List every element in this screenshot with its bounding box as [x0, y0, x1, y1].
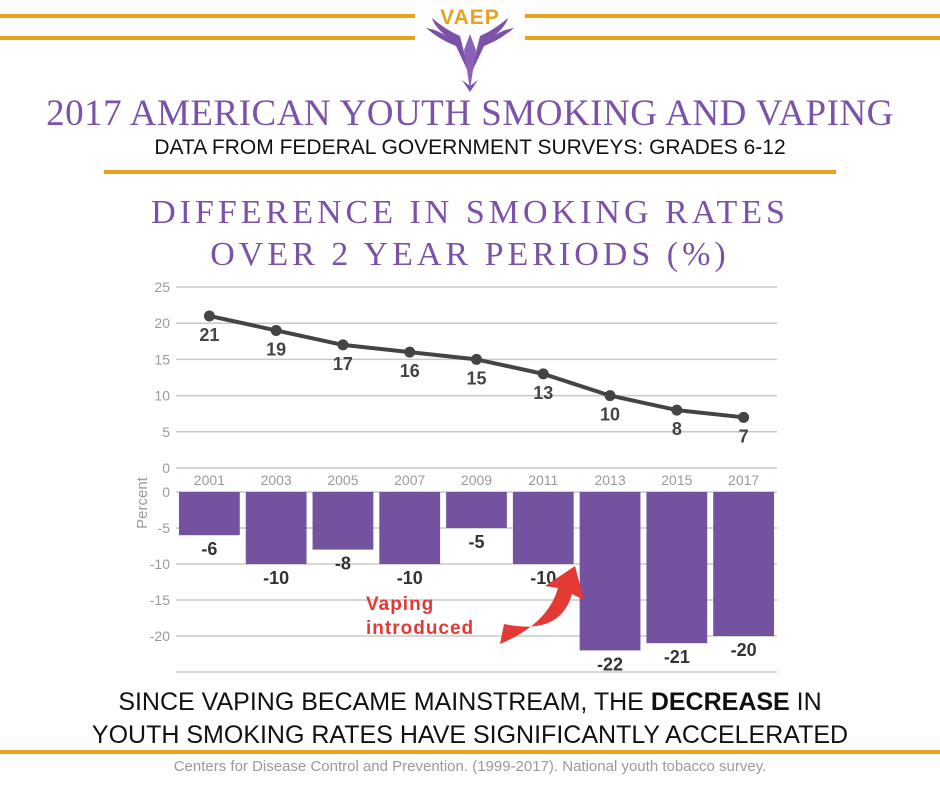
- bar-label-2003: -10: [263, 568, 289, 588]
- line-label-2003: 19: [266, 339, 286, 359]
- conclusion-emphasis: DECREASE: [650, 688, 790, 716]
- xtick-2009: 2009: [461, 472, 492, 488]
- bar-2001: [179, 492, 240, 536]
- bar-2005: [312, 492, 374, 550]
- line-point-2001: [203, 310, 215, 322]
- smoking-rate-chart: 0 5 10 15 20 25 0 -5 -10 -15 -20 Percent 2001 2003 200…: [134, 279, 777, 674]
- xtick-2005: 2005: [327, 472, 358, 488]
- bar-label-2007: -10: [397, 568, 423, 588]
- xtick-2013: 2013: [594, 472, 625, 488]
- xtick-2001: 2001: [194, 472, 225, 488]
- bar-label-2009: -5: [468, 532, 484, 552]
- xtick-2007: 2007: [394, 472, 425, 488]
- xtick-2017: 2017: [728, 472, 759, 488]
- bar-2015: [646, 492, 708, 644]
- bar-ytick--10: -10: [150, 556, 170, 572]
- page-subtitle: DATA FROM FEDERAL GOVERNMENT SURVEYS: GR…: [154, 136, 786, 159]
- line-point-2013: [604, 390, 616, 402]
- line-label-2007: 16: [400, 361, 420, 381]
- line-label-2015: 8: [672, 419, 682, 439]
- line-ytick-5: 5: [162, 424, 170, 440]
- bar-2011: [512, 492, 574, 564]
- conclusion-text: SINCE VAPING BECAME MAINSTREAM, THE DECR…: [0, 686, 940, 752]
- conclusion-line-1: SINCE VAPING BECAME MAINSTREAM, THE DECR…: [0, 686, 940, 719]
- bar-ytick--15: -15: [150, 592, 170, 608]
- line-ytick-0: 0: [162, 460, 170, 476]
- title-underline: [104, 170, 836, 174]
- line-label-2001: 21: [199, 325, 219, 345]
- annotation-line-1: Vaping: [366, 594, 434, 615]
- line-point-2011: [537, 368, 549, 380]
- bar-label-2001: -6: [201, 539, 217, 559]
- line-ytick-20: 20: [154, 315, 170, 331]
- annotation-line-2: introduced: [366, 618, 474, 639]
- bar-label-2017: -20: [731, 640, 757, 660]
- line-series: [208, 314, 744, 420]
- xtick-2015: 2015: [661, 472, 692, 488]
- xtick-2003: 2003: [261, 472, 292, 488]
- logo-wordmark: VAEP: [440, 6, 500, 29]
- xtick-2011: 2011: [528, 472, 558, 488]
- bar-ytick-0: 0: [162, 484, 170, 500]
- bar-ylabel: Percent: [134, 476, 151, 529]
- line-point-2009: [471, 353, 482, 365]
- wings-icon: [426, 18, 514, 92]
- top-rule-left-1: [0, 14, 415, 18]
- line-point-2017: [738, 411, 750, 423]
- line-ytick-10: 10: [154, 388, 170, 404]
- bar-label-2005: -8: [335, 554, 351, 574]
- line-point-2003: [270, 324, 282, 336]
- line-label-2011: 13: [533, 383, 553, 403]
- top-rule-right-2: [525, 36, 940, 40]
- source-citation: Centers for Disease Control and Preventi…: [173, 758, 767, 775]
- bar-2013: [579, 492, 641, 651]
- bar-label-2013: -22: [597, 654, 623, 674]
- conclusion-part-2: IN: [789, 688, 822, 716]
- bar-label-2015: -21: [664, 647, 690, 667]
- bar-2017: [713, 492, 774, 636]
- vaep-logo: VAEP: [416, 6, 524, 94]
- line-point-2007: [404, 346, 416, 358]
- line-ytick-25: 25: [154, 279, 170, 295]
- top-rule-left-2: [0, 36, 415, 40]
- line-label-2005: 17: [333, 354, 353, 374]
- vaping-arrow-icon: [500, 566, 584, 644]
- line-label-2009: 15: [466, 368, 486, 388]
- bar-2009: [446, 492, 507, 528]
- conclusion-line-2: YOUTH SMOKING RATES HAVE SIGNIFICANTLY A…: [91, 721, 849, 749]
- bar-2007: [379, 492, 441, 564]
- bar-ytick--20: -20: [150, 628, 170, 644]
- top-rule-right-1: [525, 14, 940, 18]
- bar-2003: [245, 492, 307, 564]
- line-ytick-15: 15: [154, 351, 170, 367]
- line-point-2015: [671, 404, 683, 416]
- page-title: 2017 AMERICAN YOUTH SMOKING AND VAPING: [46, 93, 894, 134]
- chart-title: DIFFERENCE IN SMOKING RATES OVER 2 YEAR …: [0, 192, 940, 276]
- line-label-2013: 10: [600, 405, 620, 425]
- line-point-2005: [337, 339, 349, 351]
- bar-ytick--5: -5: [158, 520, 171, 536]
- chart-title-line-1: DIFFERENCE IN SMOKING RATES: [151, 194, 789, 231]
- line-label-2017: 7: [739, 426, 749, 446]
- bottom-rule: [0, 750, 940, 754]
- conclusion-part-1: SINCE VAPING BECAME MAINSTREAM, THE: [118, 688, 651, 716]
- chart-title-line-2: OVER 2 YEAR PERIODS (%): [210, 236, 730, 273]
